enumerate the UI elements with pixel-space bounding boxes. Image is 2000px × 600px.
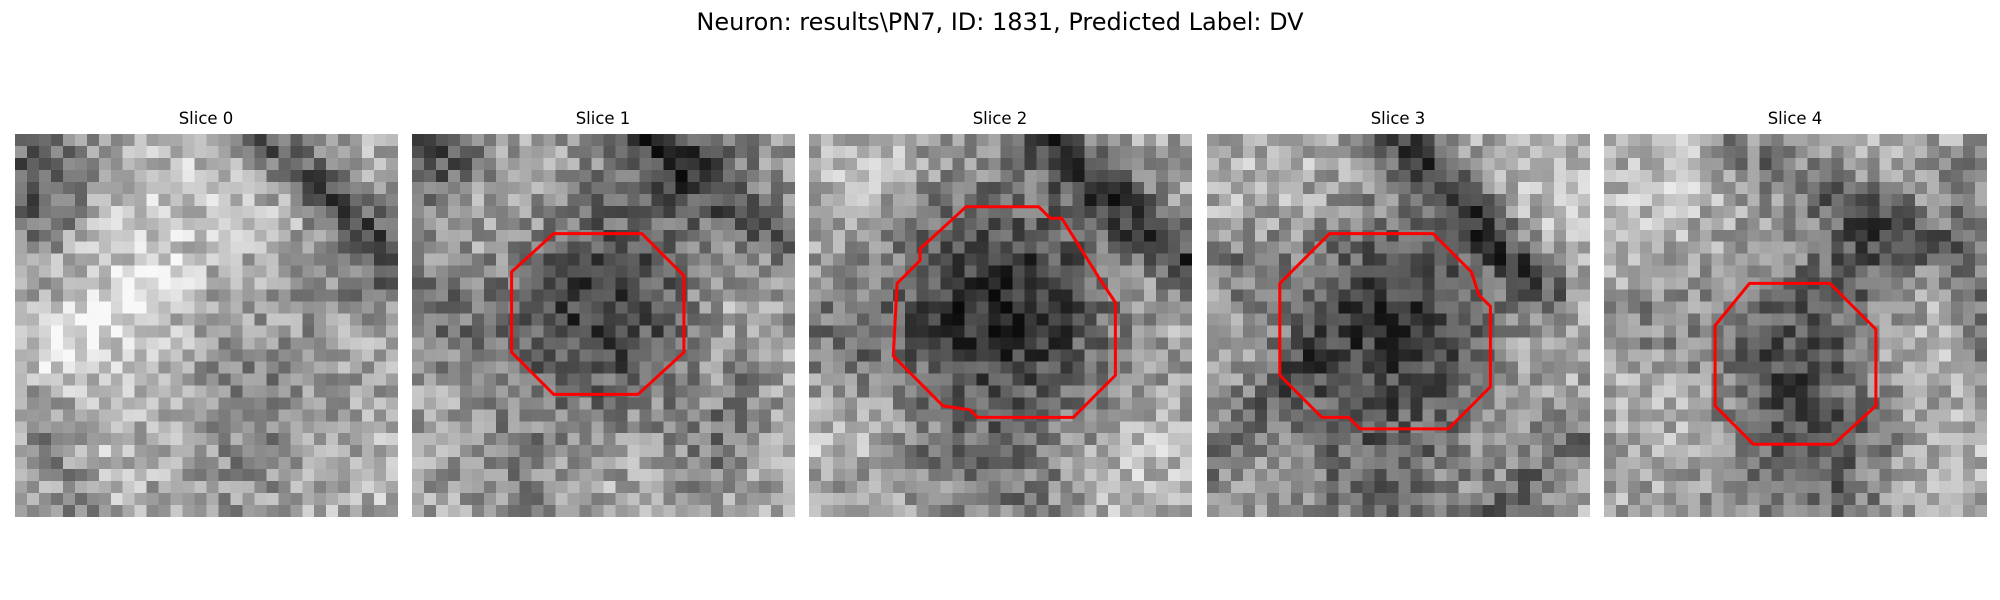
neuron-contour — [510, 232, 686, 396]
figure-title: Neuron: results\PN7, ID: 1831, Predicted… — [696, 8, 1304, 36]
slice-image-4 — [1604, 134, 1987, 517]
neuron-contour — [891, 205, 1117, 419]
slice-image-0 — [15, 134, 398, 517]
pixel-grid — [15, 134, 398, 517]
pixel-grid — [1207, 134, 1590, 517]
slice-image-1 — [412, 134, 795, 517]
pixel-grid — [412, 134, 795, 517]
slice-image-2 — [809, 134, 1192, 517]
pixel-grid — [1604, 134, 1987, 517]
panel-title-slice-4: Slice 4 — [1767, 109, 1823, 128]
neuron-contour — [1278, 232, 1492, 431]
panel-title-slice-1: Slice 1 — [575, 109, 631, 128]
panel-title-slice-0: Slice 0 — [178, 109, 234, 128]
pixel-grid — [809, 134, 1192, 517]
panel-title-slice-3: Slice 3 — [1370, 109, 1426, 128]
slice-image-3 — [1207, 134, 1590, 517]
neuron-contour — [1713, 281, 1878, 446]
panel-title-slice-2: Slice 2 — [972, 109, 1028, 128]
